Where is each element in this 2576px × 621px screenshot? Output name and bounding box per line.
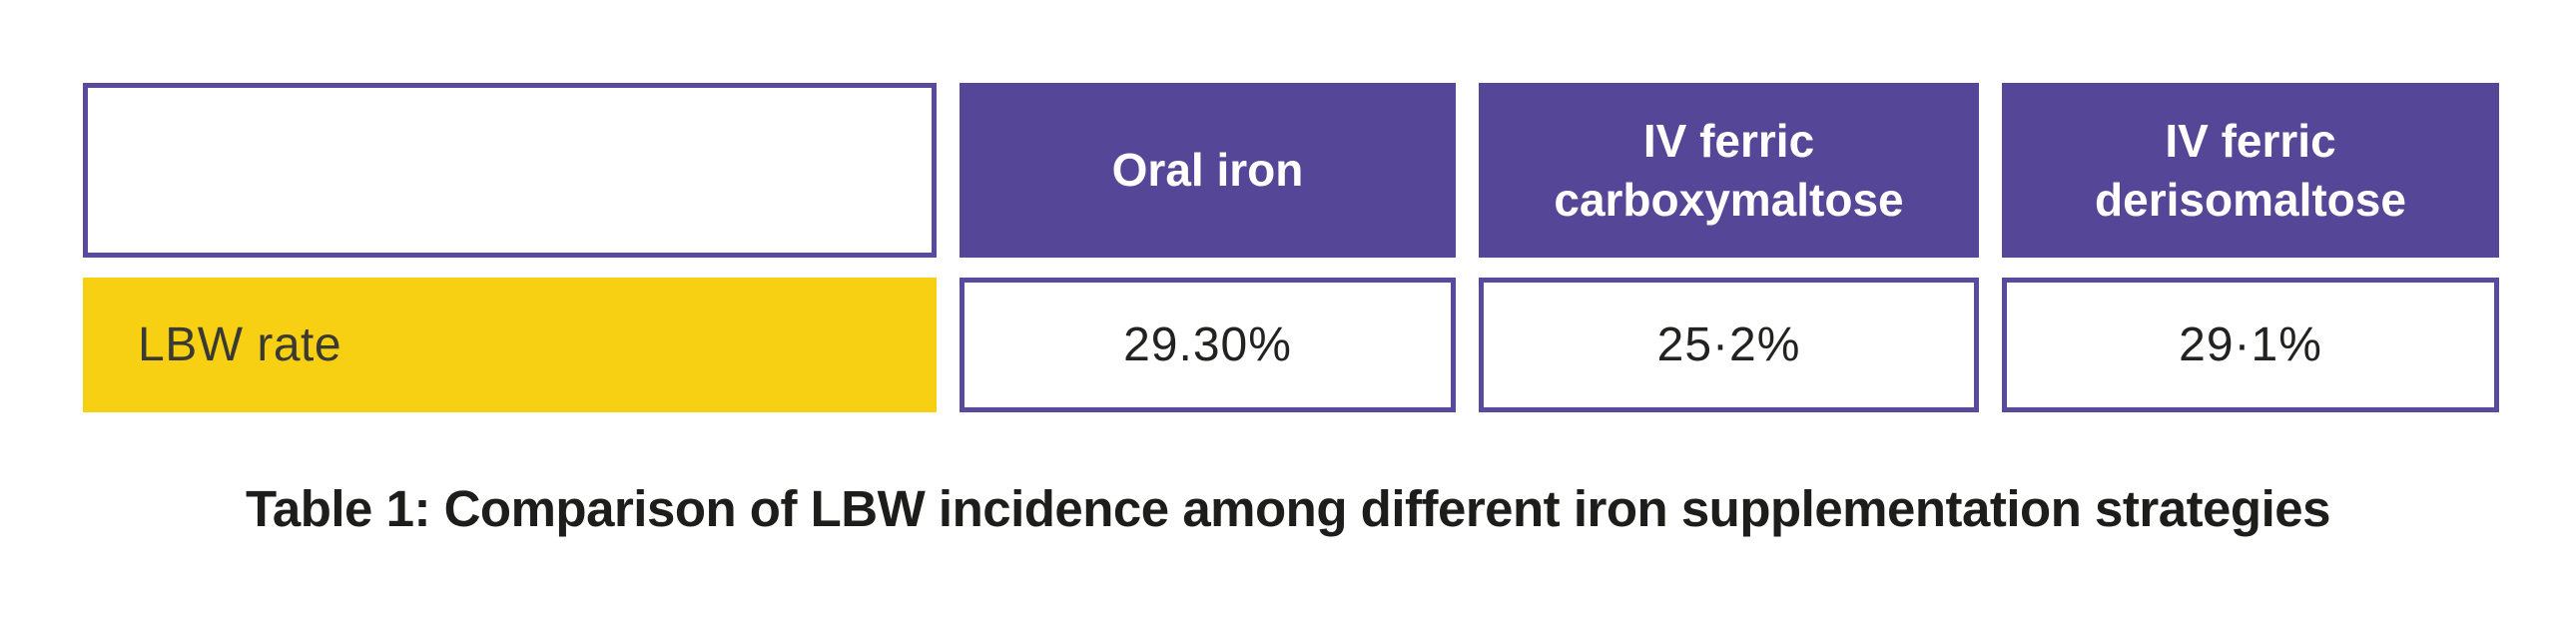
comparison-table: Oral iron IV ferric carboxymaltose IV fe…	[83, 83, 2499, 412]
column-header-label: Oral iron	[1111, 144, 1304, 197]
value-cell-oral-iron: 29.30%	[960, 278, 1456, 412]
stub-header-cell	[83, 83, 937, 258]
column-header-iv-ferric-derisomaltose: IV ferric derisomaltose	[2002, 83, 2499, 258]
row-header-label: LBW rate	[138, 318, 342, 371]
row-header-lbw-rate: LBW rate	[83, 278, 937, 412]
column-header-iv-ferric-carboxymaltose: IV ferric carboxymaltose	[1479, 83, 1979, 258]
value-text: 25·2%	[1656, 318, 1801, 371]
table-caption: Table 1: Comparison of LBW incidence amo…	[246, 480, 2330, 537]
column-header-label: IV ferric derisomaltose	[2095, 115, 2406, 226]
value-cell-iv-ferric-carboxymaltose: 25·2%	[1479, 278, 1979, 412]
value-text: 29.30%	[1123, 318, 1292, 371]
column-header-label: IV ferric carboxymaltose	[1554, 115, 1904, 226]
column-header-oral-iron: Oral iron	[960, 83, 1456, 258]
value-text: 29·1%	[2179, 318, 2322, 371]
value-cell-iv-ferric-derisomaltose: 29·1%	[2002, 278, 2499, 412]
